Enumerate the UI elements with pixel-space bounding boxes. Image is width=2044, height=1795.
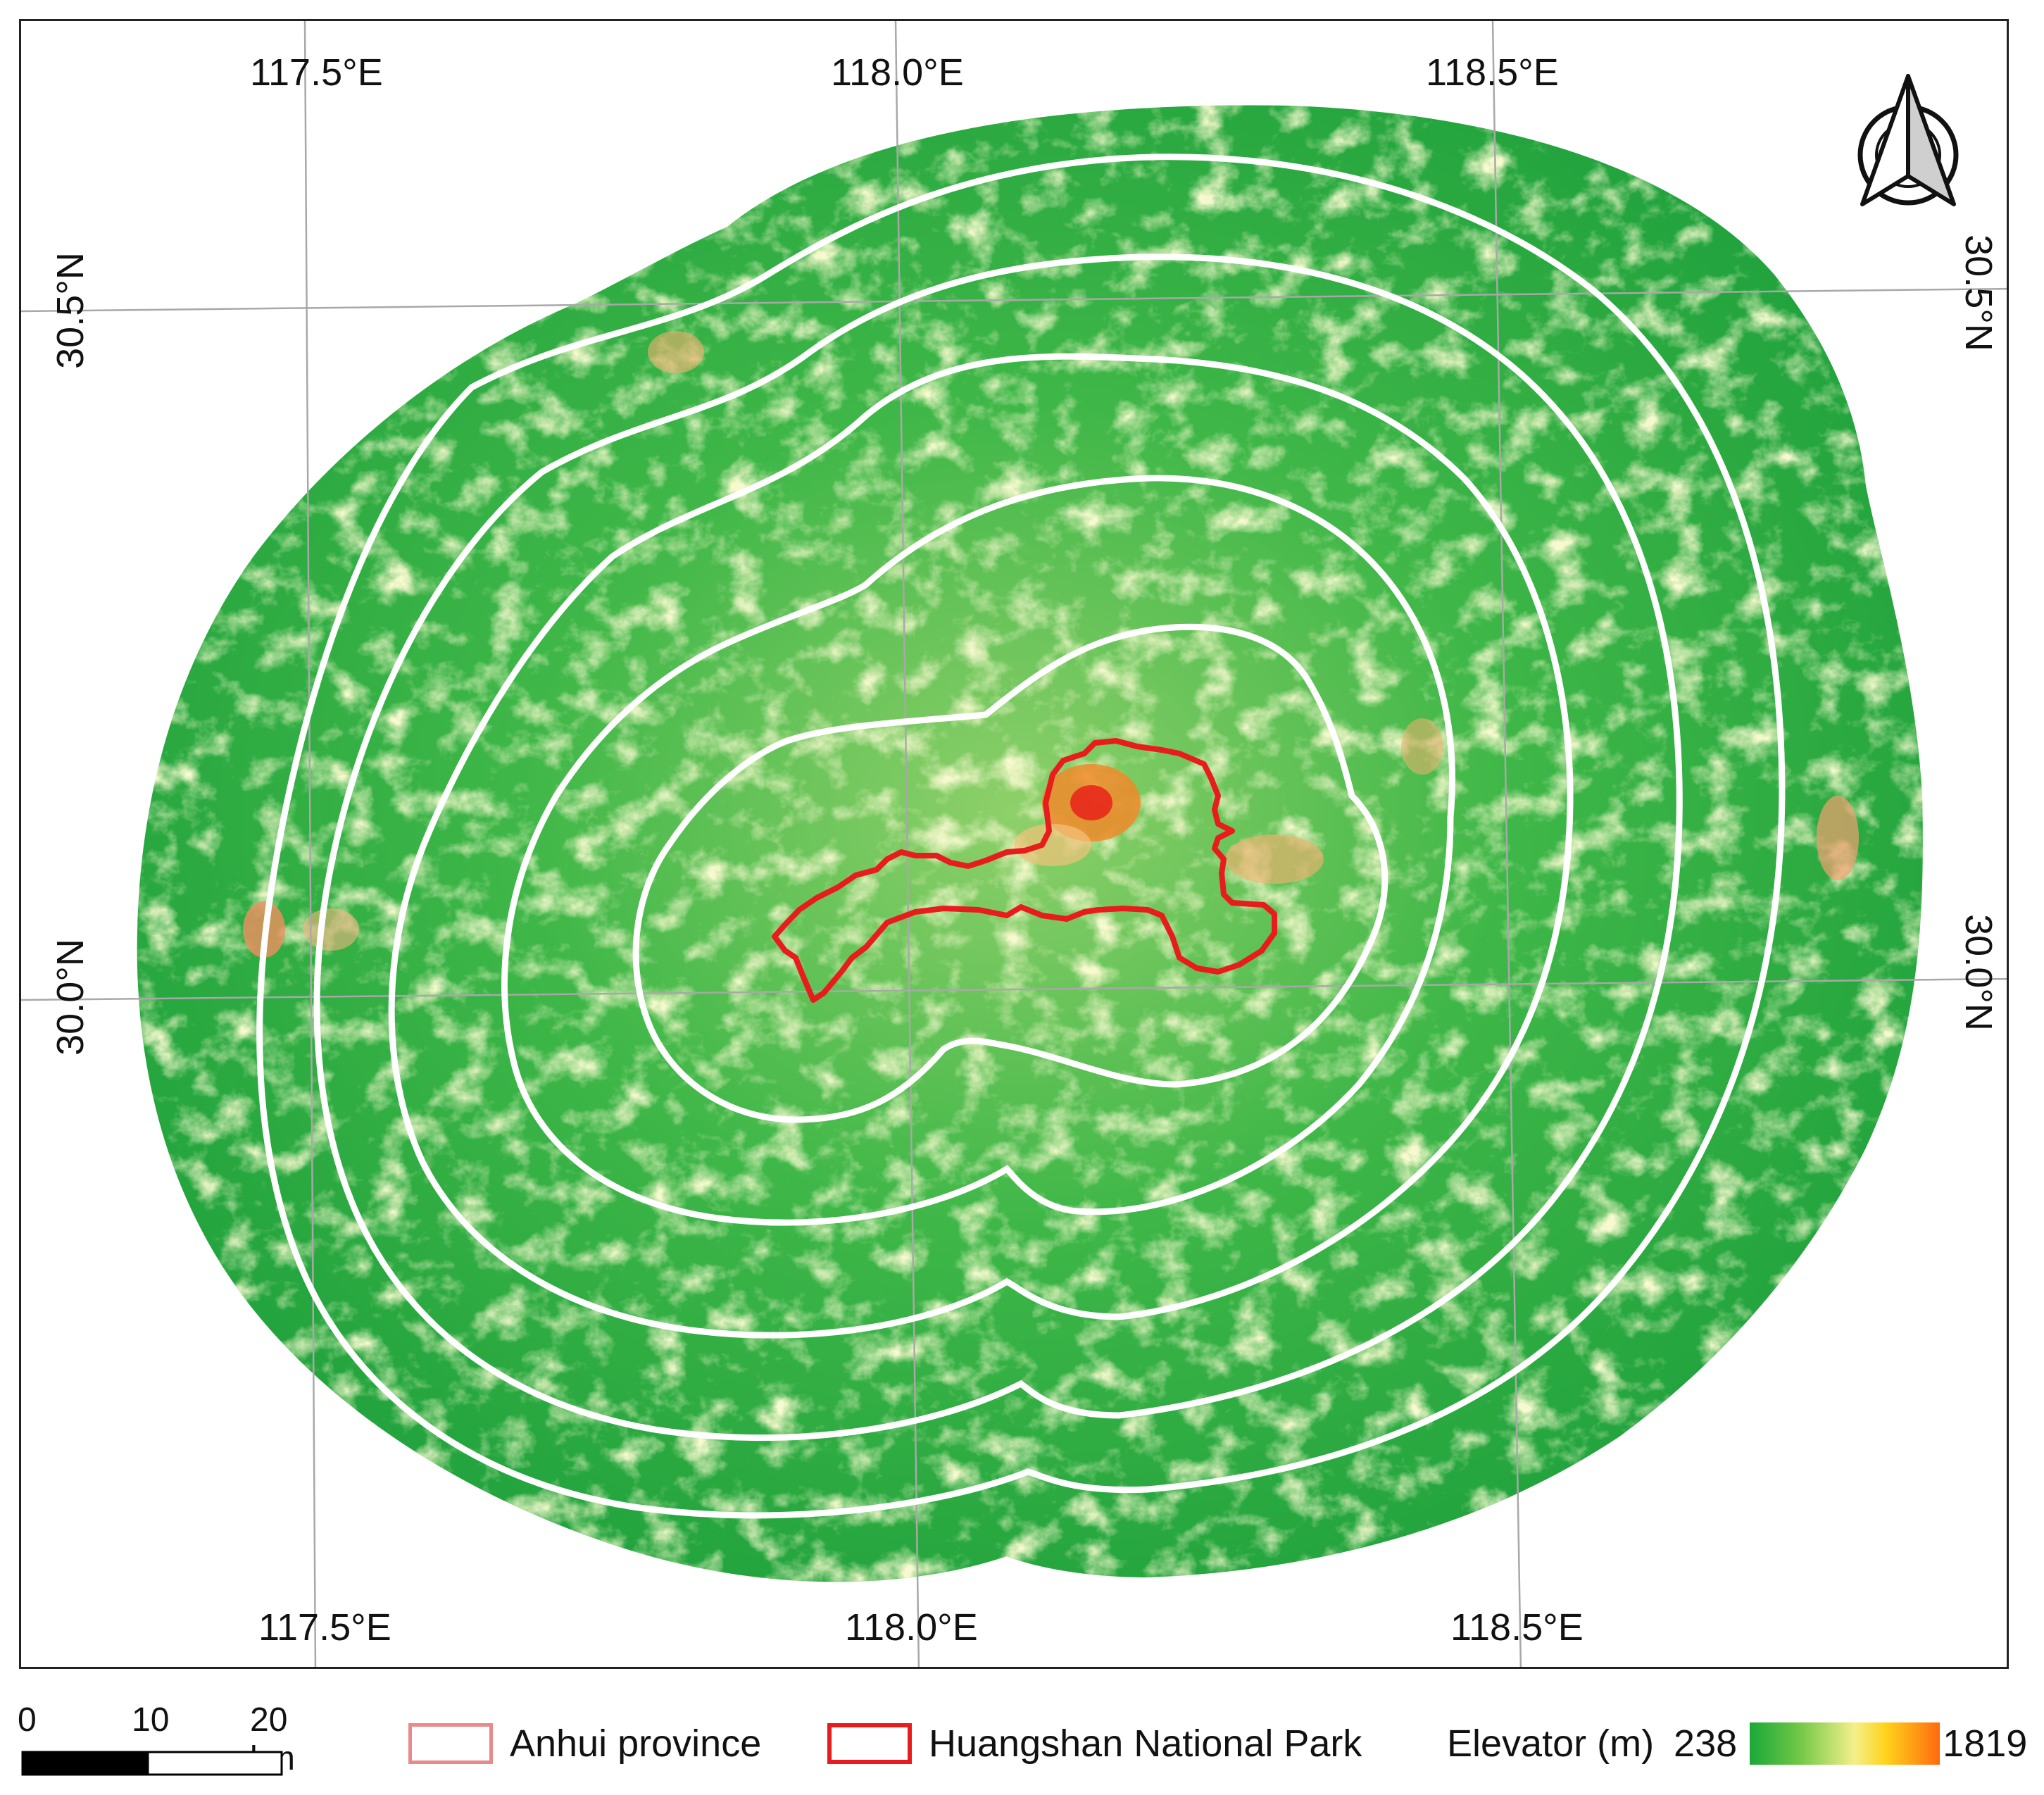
- elevation-color-ramp: [1750, 1722, 1940, 1765]
- buffer-ring-5: [256, 154, 1786, 1519]
- lat-label-right-1: 30.5°N: [1957, 234, 2000, 351]
- map-canvas: [21, 21, 2007, 1667]
- legend-anhui: Anhui province: [408, 1722, 761, 1765]
- legend-park: Huangshan National Park: [827, 1722, 1362, 1765]
- lat-label-right-2: 30.0°N: [1957, 914, 2000, 1031]
- scale-tick-0: 0: [18, 1701, 37, 1739]
- lat-label-left-1: 30.5°N: [49, 252, 92, 369]
- lon-label-top-1: 117.5°E: [250, 51, 383, 94]
- scale-bar: 0 10 20 km: [18, 1701, 299, 1778]
- legend-park-label: Huangshan National Park: [929, 1722, 1362, 1765]
- graticule: [21, 21, 2007, 1667]
- map-frame: 117.5°E 118.0°E 118.5°E 117.5°E 118.0°E …: [19, 19, 2009, 1669]
- buffer-ring-2: [501, 475, 1455, 1226]
- buffer-ring-4: [313, 254, 1683, 1441]
- lon-label-top-3: 118.5°E: [1426, 51, 1559, 94]
- buffer-rings: [256, 154, 1786, 1519]
- elevation-min: 238: [1674, 1722, 1738, 1765]
- buffer-ring-3: [388, 353, 1574, 1339]
- lon-label-bottom-3: 118.5°E: [1450, 1606, 1584, 1649]
- legend-anhui-label: Anhui province: [510, 1722, 762, 1765]
- lon-label-top-2: 118.0°E: [831, 51, 964, 94]
- scale-bar-graphic: [21, 1751, 283, 1776]
- huangshan-park-boundary: [772, 738, 1277, 1003]
- buffer-ring-1: [632, 623, 1388, 1123]
- legend-elevation-label: Elevator (m): [1447, 1722, 1655, 1765]
- lon-label-bottom-1: 117.5°E: [258, 1606, 391, 1649]
- lat-label-left-2: 30.0°N: [49, 939, 92, 1056]
- scale-tick-10: 10: [132, 1701, 170, 1739]
- elevation-max: 1819: [1943, 1722, 2028, 1765]
- north-arrow-icon: [1857, 74, 1959, 206]
- anhui-swatch: [408, 1723, 493, 1764]
- lon-label-bottom-2: 118.0°E: [845, 1606, 978, 1649]
- park-swatch: [827, 1723, 912, 1764]
- legend-elevation: Elevator (m) 238 1819: [1447, 1722, 2027, 1765]
